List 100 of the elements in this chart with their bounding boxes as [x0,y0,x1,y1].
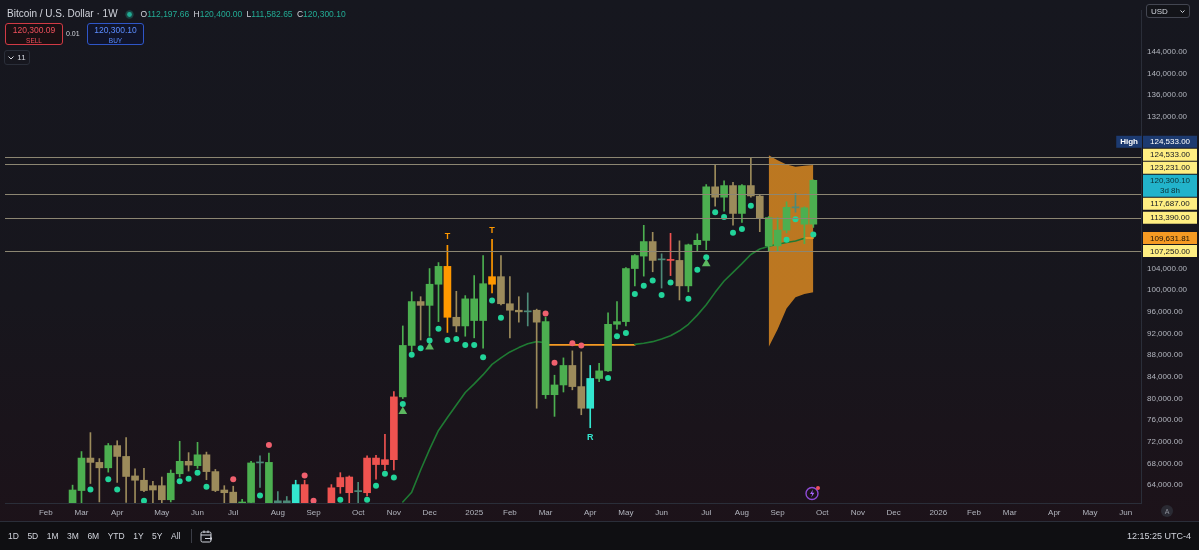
annotation: T [489,224,496,235]
candlestick [488,238,496,294]
point [542,310,549,317]
point [265,442,272,449]
point [140,497,147,503]
text: All [171,531,181,541]
candlestick [354,482,362,503]
point [256,492,263,499]
text: 1M [46,531,59,541]
point [230,476,237,483]
x-tick-label: Jun [191,508,204,517]
point [747,202,754,209]
y-tick-label: 64,000.00 [1147,480,1184,490]
x-tick-label: Aug [270,508,285,517]
point [462,341,469,348]
point [310,497,317,503]
y-tick-label: 144,000.00 [1147,47,1188,57]
x-tick-label: Jun [655,508,669,517]
x-tick-label: Aug [734,508,750,517]
point [712,209,719,216]
x-tick-label: Jul [701,508,712,517]
point [551,359,558,366]
point [398,406,408,414]
x-tick-label: May [618,508,634,517]
text: 109,631.81 [1149,233,1191,243]
y-tick-label: 100,000.00 [1147,285,1188,295]
text: 5Y [152,531,163,541]
y-tick-label: 76,000.00 [1147,415,1184,425]
chart-subtitle: O112,197.66 H120,400.00 L111,582.65 C120,300.10 [140,8,346,20]
point [203,483,210,490]
x-tick-label: Feb [502,508,518,517]
y-tick-label: 104,000.00 [1147,263,1188,273]
text: 1D [8,531,19,541]
x-tick-label: Apr [583,508,597,517]
annotation: R [586,432,594,443]
candlestick [711,164,719,207]
point [417,345,424,352]
chart-title: Bitcoin / U.S. Dollar · 1W [7,8,118,20]
point [783,236,790,243]
x-tick-label: Oct [351,508,366,517]
x-tick-label: Nov [386,508,401,517]
ref-line-label: 107,250.00 [1149,246,1191,256]
point [730,229,737,236]
y-tick-label: 132,000.00 [1147,112,1188,122]
text: 12:15:25 UTC-4 [1126,530,1191,543]
point [605,374,612,381]
x-tick-label: Mar [74,508,89,517]
annotation: 11 [17,53,26,62]
y-tick-label: 80,000.00 [1147,393,1184,403]
point [497,314,504,321]
y-tick-label: 84,000.00 [1147,372,1184,382]
x-tick-label: Sep [770,508,786,517]
annotation: 120,300.09 [11,25,57,35]
point [435,325,442,332]
point [390,474,397,481]
text: 120,300.10 [1149,176,1191,186]
point [194,469,201,476]
point [578,342,585,349]
point [426,337,433,344]
point [640,282,647,289]
point [703,254,710,261]
point [114,486,121,493]
ref-line-label: 124,533.00 [1149,150,1191,160]
point [631,290,638,297]
point [489,297,496,304]
x-tick-label: May [1082,508,1098,517]
point [444,337,451,344]
x-tick-label: Jul [228,508,239,517]
point [185,475,192,482]
point [381,470,388,477]
annotation: 120,300.10 [93,25,138,35]
point [87,486,94,493]
ref-line-label: 117,687.00 [1150,199,1191,209]
point [399,400,406,407]
point [649,277,656,284]
text: 5D [27,531,39,541]
y-tick-label: 96,000.00 [1147,307,1184,317]
point [373,482,380,489]
currency-dropdown: USD [1146,4,1190,18]
y-tick-label: 92,000.00 [1147,328,1184,338]
x-tick-label: Mar [538,508,553,517]
x-tick-label: Sep [306,508,322,517]
y-tick-label: 68,000.00 [1147,458,1184,468]
text: 3M [67,531,79,541]
point [667,279,674,286]
point [364,496,371,503]
point [569,340,576,347]
x-tick-label: Feb [38,508,54,517]
x-tick-label: Oct [816,508,830,517]
x-tick-label: Apr [1048,508,1061,517]
x-tick-label: Mar [1002,508,1017,517]
point [738,226,745,233]
y-tick-label: 72,000.00 [1147,437,1184,447]
x-tick-label: 2025 [465,508,484,517]
annotation: High [1120,137,1139,147]
x-tick-label: May [154,508,170,517]
x-tick-label: 2026 [929,508,948,517]
x-tick-label: Nov [850,508,866,517]
annotation: T [444,230,451,241]
ref-line-label: 113,390.00 [1150,213,1191,223]
